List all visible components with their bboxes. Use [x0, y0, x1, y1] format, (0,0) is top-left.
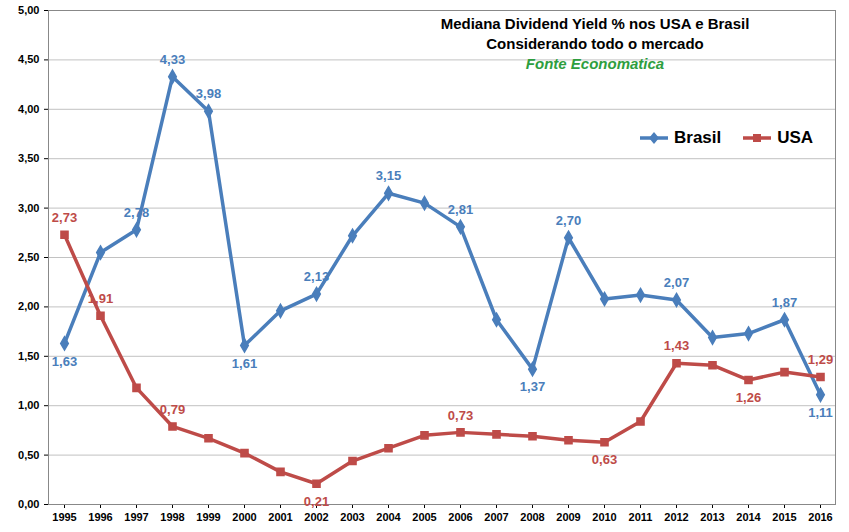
svg-text:1997: 1997: [124, 511, 148, 523]
svg-text:2,00: 2,00: [18, 300, 39, 312]
svg-text:0,21: 0,21: [304, 494, 329, 509]
html-text:Brasil: Brasil: [674, 128, 722, 147]
svg-text:1998: 1998: [160, 511, 184, 523]
svg-text:3,98: 3,98: [196, 86, 221, 101]
svg-text:1,11: 1,11: [808, 405, 833, 420]
svg-text:1,87: 1,87: [772, 295, 797, 310]
svg-text:2012: 2012: [664, 511, 688, 523]
svg-text:2006: 2006: [448, 511, 472, 523]
svg-text:4,50: 4,50: [18, 53, 39, 65]
html-text:USA: USA: [777, 128, 814, 147]
svg-text:2016: 2016: [808, 511, 832, 523]
svg-text:2001: 2001: [268, 511, 292, 523]
svg-text:2002: 2002: [304, 511, 328, 523]
svg-text:1,61: 1,61: [232, 356, 257, 371]
svg-text:2009: 2009: [556, 511, 580, 523]
svg-text:5,00: 5,00: [18, 4, 39, 16]
svg-text:2,07: 2,07: [664, 275, 689, 290]
svg-text:2008: 2008: [520, 511, 544, 523]
svg-text:2004: 2004: [376, 511, 401, 523]
svg-text:0,63: 0,63: [592, 452, 617, 467]
svg-text:1,91: 1,91: [88, 291, 113, 306]
svg-text:2000: 2000: [232, 511, 256, 523]
svg-text:1995: 1995: [52, 511, 76, 523]
svg-text:0,00: 0,00: [18, 498, 39, 510]
svg-text:2005: 2005: [412, 511, 436, 523]
svg-text:2,70: 2,70: [556, 213, 581, 228]
svg-text:2015: 2015: [772, 511, 796, 523]
svg-text:1,00: 1,00: [18, 399, 39, 411]
svg-text:0,50: 0,50: [18, 449, 39, 461]
svg-text:3,50: 3,50: [18, 152, 39, 164]
svg-text:1,29: 1,29: [808, 352, 833, 367]
svg-text:2,81: 2,81: [448, 202, 473, 217]
svg-text:0,73: 0,73: [448, 408, 473, 423]
html-text:Mediana Dividend Yield % nos U: Mediana Dividend Yield % nos USA e Brasi…: [440, 15, 750, 32]
svg-text:4,33: 4,33: [160, 52, 185, 67]
svg-text:0,79: 0,79: [160, 402, 185, 417]
svg-text:2,13: 2,13: [304, 269, 329, 284]
svg-text:2014: 2014: [736, 511, 761, 523]
svg-text:2007: 2007: [484, 511, 508, 523]
svg-text:1,37: 1,37: [520, 379, 545, 394]
svg-text:2,73: 2,73: [52, 210, 77, 225]
svg-text:1,63: 1,63: [52, 354, 77, 369]
svg-text:2,50: 2,50: [18, 251, 39, 263]
svg-text:4,00: 4,00: [18, 103, 39, 115]
svg-text:3,15: 3,15: [376, 168, 401, 183]
svg-text:2003: 2003: [340, 511, 364, 523]
svg-text:2,78: 2,78: [124, 205, 149, 220]
svg-text:2013: 2013: [700, 511, 724, 523]
svg-text:1,26: 1,26: [736, 390, 761, 405]
svg-text:1,43: 1,43: [664, 338, 689, 353]
svg-text:1996: 1996: [88, 511, 112, 523]
html-text:Considerando todo o mercado: Considerando todo o mercado: [486, 35, 704, 52]
svg-text:3,00: 3,00: [18, 202, 39, 214]
html-text:Fonte Economatica: Fonte Economatica: [525, 55, 665, 72]
svg-text:1,50: 1,50: [18, 350, 39, 362]
svg-text:2010: 2010: [592, 511, 616, 523]
svg-text:2011: 2011: [629, 511, 653, 523]
svg-text:1999: 1999: [196, 511, 220, 523]
